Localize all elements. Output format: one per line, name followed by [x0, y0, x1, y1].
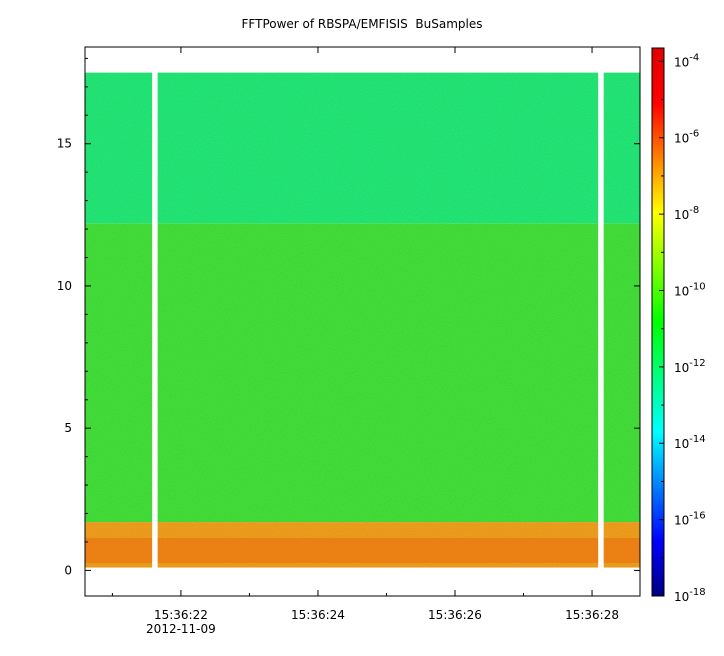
colorbar-tick-label: 10-16 [674, 511, 706, 528]
colorbar-tick-label: 10-12 [674, 358, 706, 375]
y-tick-label: 0 [64, 563, 72, 577]
colorbar-tick-label: 10-10 [674, 281, 706, 298]
y-tick-label: 5 [64, 421, 72, 435]
x-tick-label: 15:36:26 [428, 608, 482, 622]
axes: 0 5 10 15 15:36:22 15:36:24 15:36:26 15:36:28 20… [57, 46, 641, 636]
x-tick-label: 15:36:28 [565, 608, 619, 622]
colorbar-tick-label: 10-14 [674, 434, 706, 451]
data-gap-1 [152, 71, 158, 569]
y-tick-label: 15 [57, 137, 72, 151]
colorbar-tick-label: 10-8 [674, 205, 699, 222]
plot-frame [84, 46, 641, 597]
spectrogram-band-3 [85, 72, 640, 224]
colorbar-tick-label: 10-6 [674, 129, 699, 146]
colorbar-tick-label: 10-18 [674, 587, 706, 604]
chart-title: FFTPower of RBSPA/EMFISIS BuSamples [241, 17, 483, 31]
spectrogram-band-2 [85, 223, 640, 523]
x-tick-label: 15:36:24 [291, 608, 345, 622]
x-date-label: 2012-11-09 [146, 622, 216, 636]
spectrogram-low-band-core [85, 537, 640, 564]
x-tick-label: 15:36:22 [154, 608, 208, 622]
plot-area [85, 71, 640, 569]
colorbar-tick-label: 10-4 [674, 52, 699, 69]
colorbar-scale [651, 47, 665, 597]
y-tick-label: 10 [57, 279, 72, 293]
colorbar: 10-4 10-6 10-8 10-10 10-12 10-14 10-16 10-18 [651, 47, 706, 604]
data-gap-2 [598, 71, 604, 569]
